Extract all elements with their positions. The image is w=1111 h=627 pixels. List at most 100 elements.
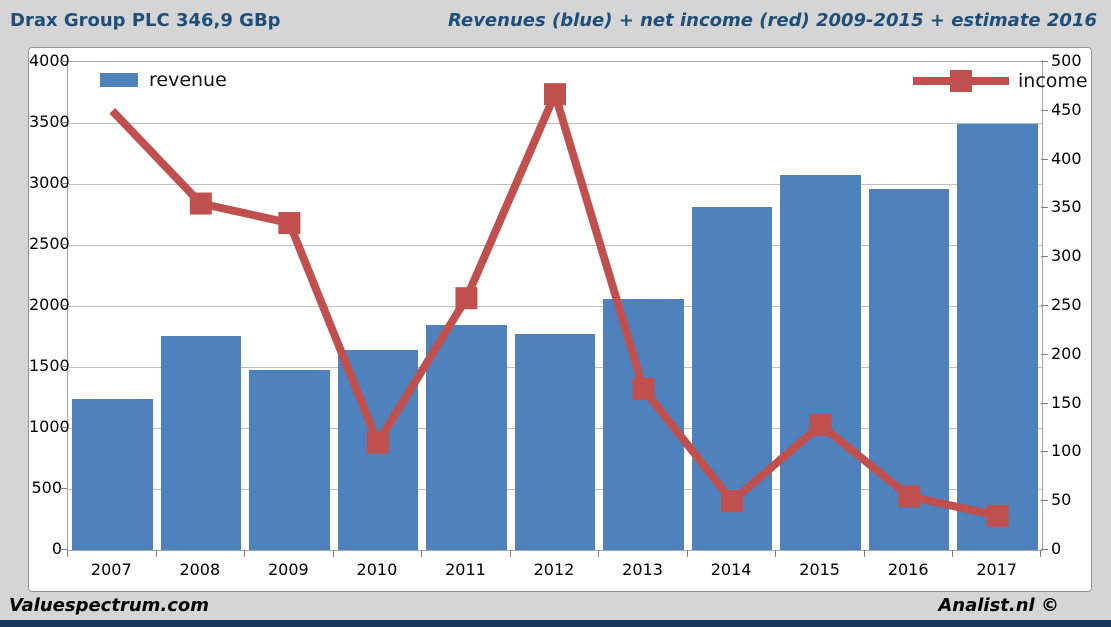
y-axis-right-tick bbox=[1041, 61, 1048, 62]
income-legend-label: income bbox=[1018, 70, 1088, 92]
gridline-3500 bbox=[68, 123, 1042, 124]
revenue-bar-2017 bbox=[957, 124, 1038, 550]
x-axis-label-2014: 2014 bbox=[710, 560, 752, 579]
y-axis-left-label: 1000 bbox=[29, 417, 70, 436]
y-axis-right-label: 0 bbox=[1051, 539, 1062, 558]
x-axis-label-2010: 2010 bbox=[356, 560, 398, 579]
x-axis-label-2007: 2007 bbox=[90, 560, 132, 579]
x-axis-label-2017: 2017 bbox=[976, 560, 1018, 579]
y-axis-left-label: 500 bbox=[31, 478, 62, 497]
footer-copyright: Analist.nl © bbox=[938, 595, 1059, 616]
legend-income: income bbox=[913, 70, 1088, 92]
revenue-bar-2011 bbox=[426, 324, 507, 550]
y-axis-right-label: 300 bbox=[1051, 246, 1082, 266]
gridline-2000 bbox=[68, 306, 1042, 307]
bottom-accent-bar bbox=[0, 620, 1111, 627]
y-axis-left-label: 3000 bbox=[29, 173, 70, 192]
y-axis-left-tick bbox=[60, 549, 67, 550]
y-axis-left-label: 1500 bbox=[29, 356, 70, 375]
income-marker-2015 bbox=[809, 414, 832, 437]
y-axis-right-tick bbox=[1041, 207, 1048, 209]
income-marker-2014 bbox=[721, 490, 744, 513]
gridline-3000 bbox=[68, 184, 1042, 185]
y-axis-right-tick bbox=[1041, 256, 1048, 258]
y-axis-right-label: 50 bbox=[1051, 490, 1072, 510]
y-axis-left-label: 0 bbox=[51, 539, 62, 558]
x-axis-tick bbox=[244, 550, 246, 557]
revenue-legend-swatch bbox=[100, 73, 138, 87]
y-axis-right-label: 400 bbox=[1051, 148, 1082, 168]
x-axis-tick bbox=[863, 550, 865, 557]
gridline-2500 bbox=[68, 245, 1042, 246]
chart-frame: revenue income 0 500 1000 1500 2000 2500 3000 3… bbox=[28, 47, 1092, 592]
income-marker-2010 bbox=[366, 431, 389, 454]
x-axis-label-2008: 2008 bbox=[179, 560, 221, 579]
y-axis-left-tick bbox=[60, 366, 67, 367]
y-axis-right-label: 100 bbox=[1051, 441, 1082, 461]
revenue-bar-2012 bbox=[514, 334, 596, 550]
y-axis-left-tick bbox=[60, 488, 67, 489]
plot-area: revenue income bbox=[67, 61, 1088, 551]
income-line bbox=[109, 82, 999, 520]
x-axis-tick bbox=[67, 550, 68, 557]
income-marker-2012 bbox=[544, 83, 566, 106]
income-marker-2013 bbox=[632, 377, 655, 400]
y-axis-left-tick bbox=[60, 244, 67, 245]
x-axis-tick bbox=[421, 550, 423, 557]
y-axis-right-label: 500 bbox=[1051, 51, 1082, 70]
x-axis-label-2012: 2012 bbox=[533, 560, 575, 579]
y-axis-right-label: 450 bbox=[1051, 99, 1082, 119]
revenue-bar-2007 bbox=[71, 398, 153, 550]
x-axis-label-2009: 2009 bbox=[267, 560, 309, 579]
y-axis-left-tick bbox=[60, 122, 67, 123]
y-axis-left-label: 2000 bbox=[29, 295, 70, 314]
y-axis-left-tick bbox=[60, 61, 67, 62]
x-axis-tick bbox=[155, 550, 157, 557]
x-axis-tick bbox=[1040, 550, 1041, 557]
x-axis-tick bbox=[775, 550, 777, 557]
y-axis-right-tick bbox=[1041, 158, 1048, 160]
income-marker-2009 bbox=[278, 212, 301, 235]
x-axis-tick bbox=[952, 550, 954, 557]
y-axis-right-tick bbox=[1041, 451, 1048, 453]
revenue-bar-2015 bbox=[780, 174, 861, 550]
income-marker-2016 bbox=[898, 485, 921, 508]
income-marker-2017 bbox=[986, 504, 1009, 527]
income-marker-2008 bbox=[189, 192, 212, 215]
x-axis-tick bbox=[509, 550, 511, 557]
income-marker-2011 bbox=[455, 287, 478, 310]
y-axis-left-tick bbox=[60, 305, 67, 306]
y-axis-right-label: 250 bbox=[1051, 295, 1082, 314]
x-axis-tick bbox=[332, 550, 334, 557]
footer-source: Valuespectrum.com bbox=[9, 595, 210, 616]
y-axis-right-tick bbox=[1041, 402, 1048, 404]
x-axis-label-2013: 2013 bbox=[622, 560, 663, 579]
y-axis-left-label: 3500 bbox=[29, 112, 70, 131]
income-line-layer bbox=[109, 82, 1009, 527]
y-axis-right-label: 200 bbox=[1051, 343, 1082, 363]
income-legend-swatch bbox=[913, 70, 1009, 92]
chart-title: Drax Group PLC 346,9 GBp bbox=[10, 10, 281, 31]
x-axis-tick bbox=[686, 550, 688, 557]
y-axis-right-tick bbox=[1041, 109, 1048, 111]
y-axis-left-label: 2500 bbox=[29, 234, 70, 253]
revenue-legend-label: revenue bbox=[149, 69, 227, 91]
y-axis-left-tick bbox=[60, 183, 67, 184]
x-axis-label-2016: 2016 bbox=[887, 560, 929, 579]
x-axis-tick bbox=[598, 550, 600, 557]
y-axis-right-tick bbox=[1041, 549, 1048, 550]
y-axis-right-tick bbox=[1041, 353, 1048, 355]
y-axis-left-tick bbox=[60, 427, 67, 428]
y-axis-right-label: 150 bbox=[1051, 392, 1082, 412]
x-axis-label-2011: 2011 bbox=[445, 560, 486, 579]
legend-revenue: revenue bbox=[100, 69, 227, 91]
y-axis-right-label: 350 bbox=[1051, 197, 1082, 217]
x-axis-label-2015: 2015 bbox=[799, 560, 840, 579]
revenue-bar-2009 bbox=[249, 370, 330, 550]
y-axis-right-tick bbox=[1041, 500, 1048, 502]
chart-subtitle: Revenues (blue) + net income (red) 2009-… bbox=[448, 10, 1097, 31]
revenue-bar-2008 bbox=[160, 335, 242, 550]
y-axis-left-label: 4000 bbox=[29, 51, 70, 70]
income-legend-marker bbox=[950, 70, 972, 92]
y-axis-right-tick bbox=[1041, 305, 1048, 306]
